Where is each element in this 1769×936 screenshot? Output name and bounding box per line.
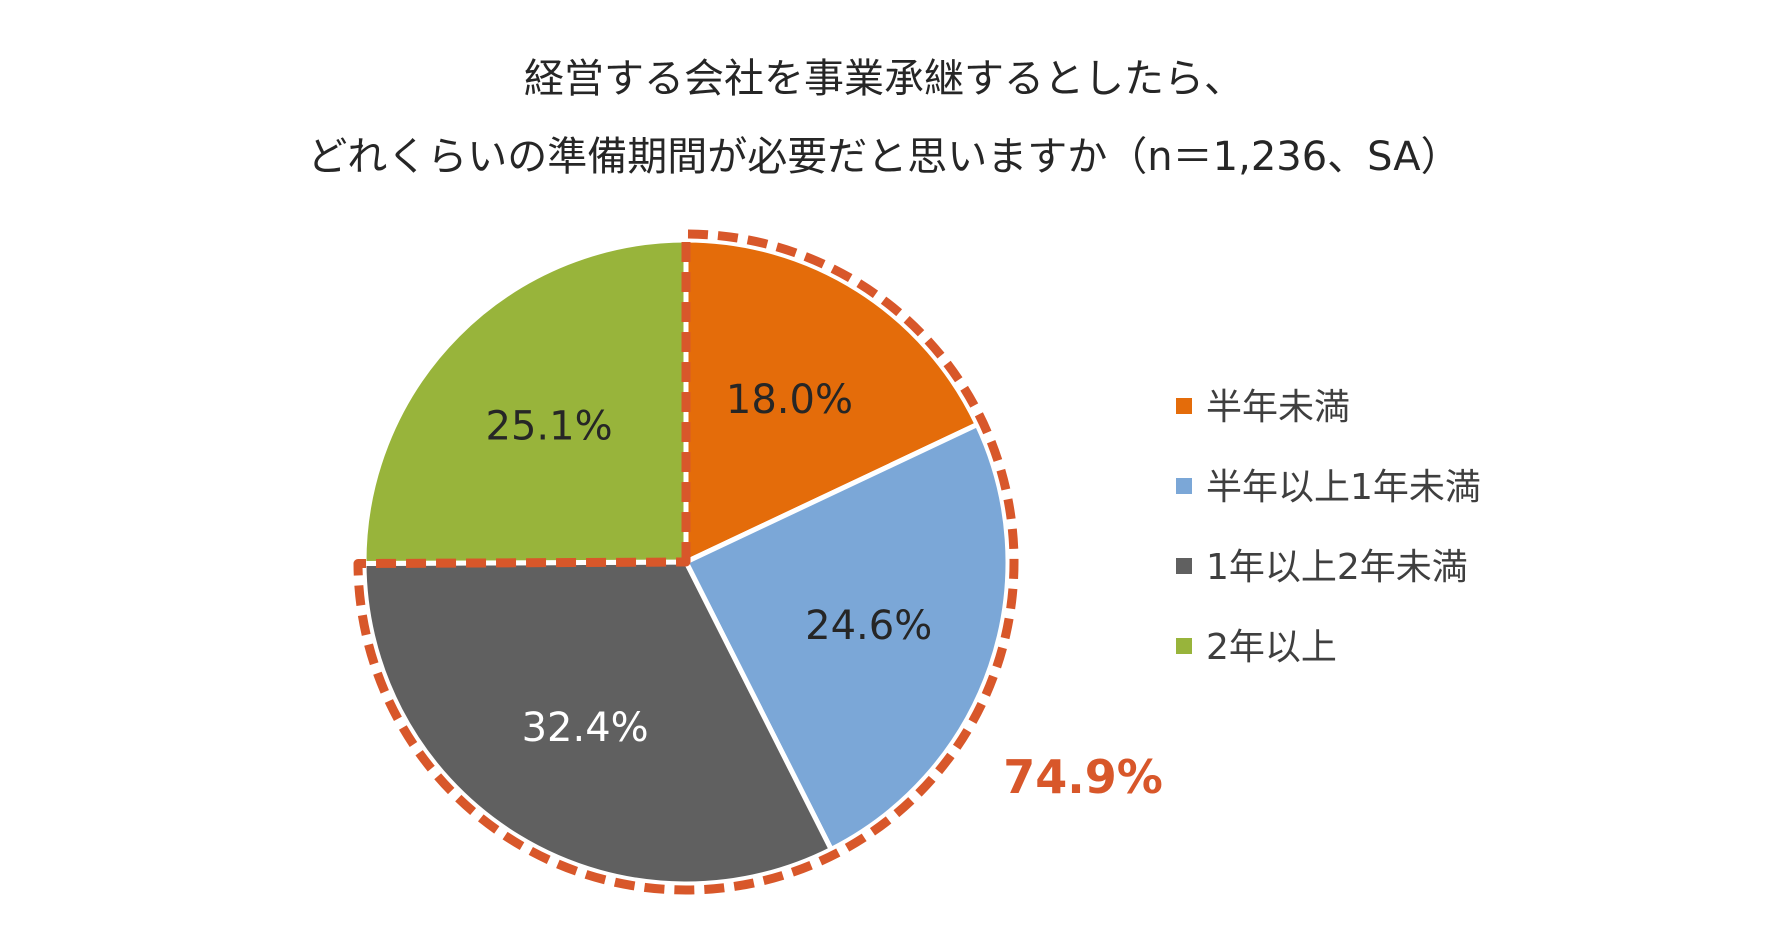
slice-label-3: 32.4% [522, 705, 649, 751]
legend-label-3: 1年以上2年未満 [1206, 547, 1468, 588]
highlight-total-label: 74.9% [1003, 750, 1163, 804]
highlight-dashed-border [353, 229, 1019, 895]
legend-swatch-1 [1176, 398, 1192, 414]
legend-label-1: 半年未満 [1206, 387, 1350, 428]
pie-slice-1 [683, 237, 980, 565]
highlight-outline [353, 229, 1019, 895]
legend-swatch-2 [1176, 478, 1192, 494]
legend-swatch-3 [1176, 558, 1192, 574]
pie-slice-2 [683, 422, 1011, 852]
chart-title-line-1: 経営する会社を事業承継するとしたら、 [524, 56, 1244, 102]
slice-label-1: 18.0% [726, 377, 853, 423]
pie-slice-4 [361, 237, 689, 567]
legend-label-2: 半年以上1年未満 [1206, 467, 1481, 508]
pie-slice-3 [361, 559, 834, 887]
legend-label-4: 2年以上 [1206, 627, 1337, 668]
slice-labels: 18.0% 24.6% 32.4% 25.1% [486, 377, 933, 751]
slice-label-2: 24.6% [805, 603, 932, 649]
slice-label-4: 25.1% [486, 404, 613, 450]
chart-title-line-2: どれくらいの準備期間が必要だと思いますか（n＝1,236、SA） [307, 134, 1460, 180]
legend-swatch-4 [1176, 638, 1192, 654]
pie-slices [361, 237, 1011, 887]
